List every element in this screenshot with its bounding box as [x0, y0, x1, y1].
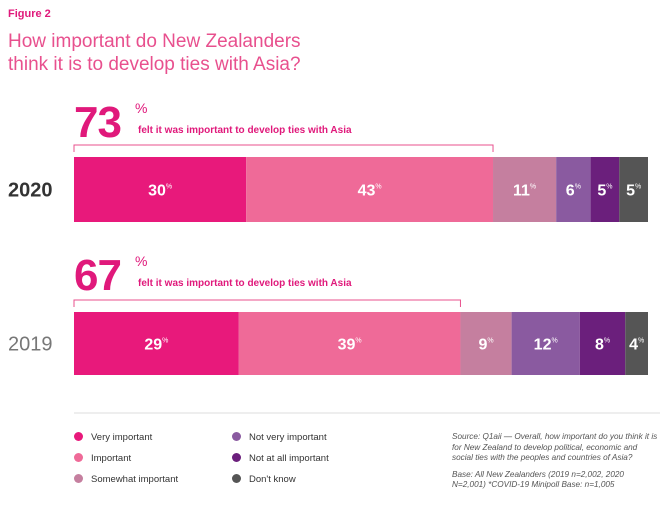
- annotation-bracket: [73, 299, 461, 307]
- bar-2019-very-important: [74, 312, 239, 375]
- legend-swatch: [74, 453, 83, 462]
- legend-swatch: [232, 474, 241, 483]
- annotation-text: felt it was important to develop ties wi…: [138, 125, 352, 136]
- bar-2020-don-t-know: [619, 157, 648, 222]
- annotation-value: 67: [74, 251, 121, 300]
- bar-2020-very-important: [74, 157, 247, 222]
- legend-item: Not very important: [232, 432, 327, 443]
- legend-label: Important: [91, 453, 132, 464]
- legend-swatch: [232, 453, 241, 462]
- legend-item: Not at all important: [232, 453, 329, 464]
- source-notes: Source: Q1aii — Overall, how important d…: [452, 432, 660, 497]
- annotation-text: felt it was important to develop ties wi…: [138, 278, 352, 289]
- category-label-2019: 2019: [8, 334, 53, 356]
- legend-label: Somewhat important: [91, 474, 179, 485]
- figure-label: Figure 2: [8, 8, 51, 20]
- annotation-value: 73: [74, 98, 121, 147]
- bar-2019-not-very-important: [511, 312, 580, 375]
- bar-2020-not-very-important: [556, 157, 591, 222]
- chart-title: How important do New Zealanders think it…: [8, 31, 301, 75]
- annotation-unit: %: [135, 100, 147, 116]
- legend-item: Somewhat important: [74, 474, 178, 485]
- bar-2020-somewhat-important: [493, 157, 557, 222]
- legend-label: Not at all important: [249, 453, 329, 464]
- legend-label: Very important: [91, 432, 153, 443]
- source-note: Source: Q1aii — Overall, how important d…: [452, 432, 658, 462]
- category-label-2020: 2020: [8, 180, 53, 202]
- bar-2019-important: [238, 312, 461, 375]
- legend-item: Important: [74, 453, 131, 464]
- legend-item: Don't know: [232, 474, 296, 485]
- bar-2019-somewhat-important: [460, 312, 512, 375]
- legend: Very important Important Somewhat importan…: [74, 432, 434, 492]
- legend-swatch: [232, 432, 241, 441]
- legend-label: Not very important: [249, 432, 327, 443]
- bar-2020-not-at-all-important: [590, 157, 620, 222]
- bar-2019-don-t-know: [625, 312, 648, 375]
- legend-label: Don't know: [249, 474, 296, 485]
- legend-item: Very important: [74, 432, 152, 443]
- annotation-unit: %: [135, 253, 147, 269]
- base-note: Base: All New Zealanders (2019 n=2,002, …: [452, 469, 624, 490]
- annotation-bracket: [73, 144, 494, 152]
- legend-swatch: [74, 432, 83, 441]
- bar-2020-important: [246, 157, 494, 222]
- legend-swatch: [74, 474, 83, 483]
- bar-2019-not-at-all-important: [579, 312, 626, 375]
